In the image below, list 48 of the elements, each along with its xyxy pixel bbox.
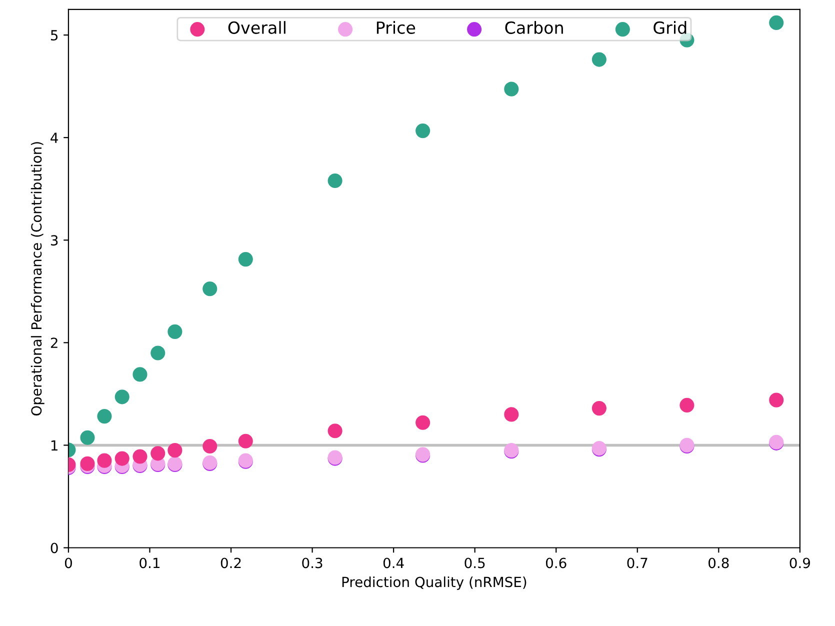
point	[592, 401, 606, 416]
x-axis-title: Prediction Quality (nRMSE)	[342, 576, 526, 590]
point	[328, 173, 342, 188]
point	[328, 424, 342, 438]
y-axis-title: Operational Performance (Contribution)	[30, 142, 44, 416]
legend-label: Overall	[228, 21, 286, 34]
point	[132, 449, 148, 464]
y-tick-label: 5	[50, 30, 58, 40]
x-tick-label: 0	[64, 558, 72, 568]
y-tick-label: 2	[50, 338, 58, 348]
point	[80, 430, 95, 445]
point	[97, 409, 112, 424]
point	[592, 52, 606, 67]
point	[202, 282, 218, 296]
point	[416, 415, 430, 430]
y-tick-label: 3	[50, 235, 58, 246]
point	[769, 15, 784, 30]
x-tick-label: 0.6	[546, 558, 566, 568]
x-tick-label: 0.2	[220, 558, 241, 568]
point	[97, 453, 112, 468]
point	[132, 367, 148, 382]
y-tick-label: 4	[50, 132, 58, 143]
legend-label: Price	[376, 21, 416, 34]
x-tick-label: 0.1	[140, 558, 160, 568]
x-tick-label: 0.8	[708, 558, 729, 568]
legend-label: Carbon	[505, 21, 563, 34]
point	[168, 324, 182, 339]
point	[150, 446, 166, 461]
point	[238, 434, 253, 448]
point	[504, 82, 519, 96]
point	[504, 407, 519, 422]
y-tick-label: 1	[51, 440, 58, 450]
x-tick-label: 0.4	[383, 558, 404, 568]
x-tick-label: 0.5	[464, 558, 485, 568]
point	[168, 443, 182, 458]
point	[416, 124, 430, 138]
point	[114, 390, 130, 404]
point	[114, 451, 130, 466]
point	[769, 392, 784, 408]
legend-label: Grid	[654, 21, 686, 34]
x-tick-label: 0.9	[790, 558, 810, 568]
x-tick-label: 0.7	[627, 558, 648, 568]
point	[680, 398, 694, 412]
point	[202, 438, 218, 454]
x-tick-label: 0.3	[302, 558, 322, 568]
point	[150, 346, 166, 360]
y-tick-label: 0	[50, 542, 58, 554]
point	[238, 252, 253, 267]
